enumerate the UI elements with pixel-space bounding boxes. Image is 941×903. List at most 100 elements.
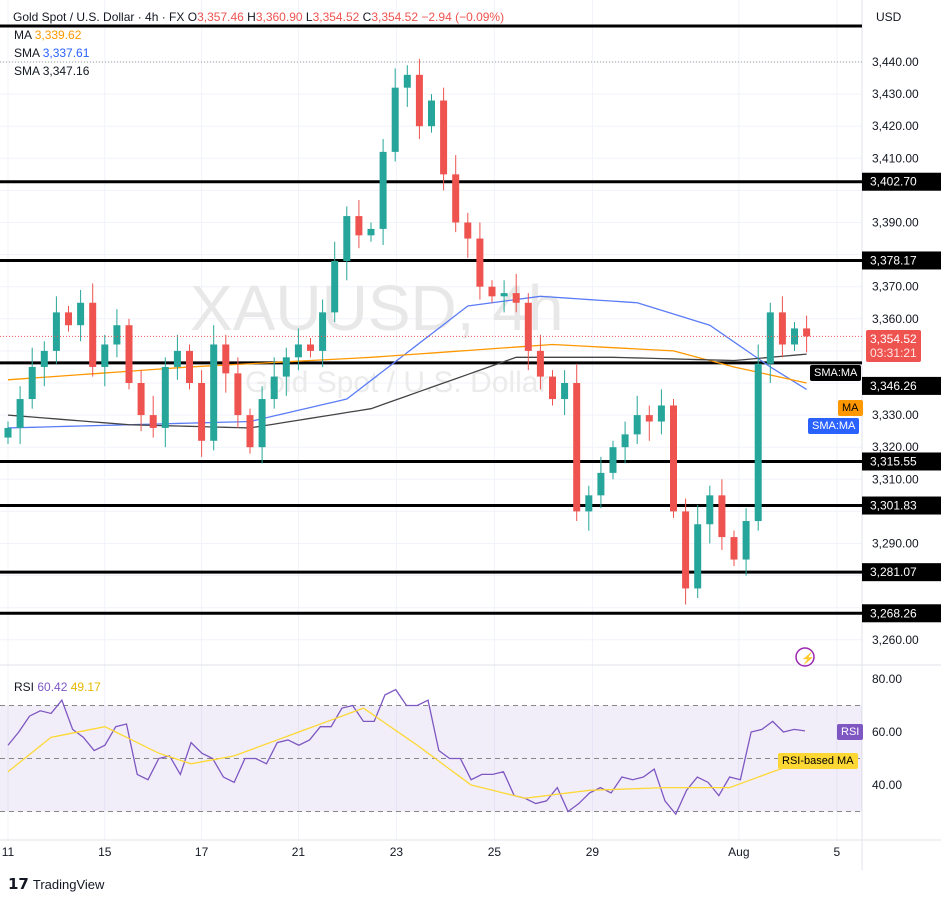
- candle-down: [573, 383, 581, 512]
- rsi-tick-label: 40.00: [872, 778, 902, 792]
- rsi-line: [7, 688, 806, 816]
- last-price-tag: 3,354.52 03:31:21: [866, 330, 921, 362]
- candle-up: [294, 344, 302, 358]
- high-value: 3,360.90: [255, 10, 303, 24]
- candle-down: [682, 511, 690, 589]
- date-tick-label: 21: [292, 845, 306, 859]
- rsi-legend[interactable]: RSI 60.42 49.17: [14, 680, 101, 694]
- candle-down: [246, 415, 254, 448]
- level-label: 3,346.26: [870, 379, 917, 393]
- candle-up: [706, 495, 714, 525]
- tradingview-logo[interactable]: 𝟭𝟳 TradingView: [8, 875, 104, 893]
- open-value: 3,357.46: [197, 10, 244, 24]
- candle-up: [77, 302, 85, 326]
- price-tick-label: 3,370.00: [872, 280, 919, 294]
- brand-name: TradingView: [32, 876, 105, 892]
- rsi-name: RSI: [14, 680, 35, 694]
- candle-down: [488, 286, 496, 297]
- candle-up: [428, 100, 435, 127]
- currency-label[interactable]: USD: [876, 10, 902, 24]
- rsi-tick-label: 80.00: [872, 672, 902, 686]
- candle-down: [803, 328, 811, 337]
- level-label-bg: [862, 376, 941, 395]
- candle-up: [16, 399, 24, 428]
- rsi-band: [0, 705, 862, 812]
- watermark-ticker: XAUUSD, 4h: [190, 272, 563, 344]
- candle-up: [319, 312, 327, 351]
- candle-up: [210, 344, 218, 441]
- candle-down: [307, 344, 314, 351]
- sma-ma-tag: SMA:MA: [810, 365, 862, 381]
- date-tick-label: 29: [586, 845, 600, 859]
- change-value: −2.94 (−0.09%): [421, 10, 505, 24]
- candle-up: [52, 312, 60, 351]
- level-label: 3,281.07: [870, 565, 917, 579]
- price-tick-label: 3,290.00: [872, 537, 919, 551]
- level-label-bg: [862, 563, 941, 582]
- sma-ma-blue-tag: SMA:MA: [808, 418, 860, 434]
- symbol-title: Gold Spot / U.S. Dollar · 4h · FX: [13, 10, 185, 24]
- alert-bolt-icon: [795, 647, 815, 667]
- symbol-header: Gold Spot / U.S. Dollar · 4h · FX O3,357…: [13, 10, 504, 24]
- candle-down: [89, 302, 97, 367]
- date-tick-label: 25: [488, 845, 502, 859]
- date-tick-label: 23: [390, 845, 404, 859]
- candle-down: [65, 312, 72, 326]
- indicator-name: MA: [14, 28, 32, 42]
- candle-up: [609, 447, 617, 473]
- indicator-name: SMA: [14, 64, 40, 78]
- price-tick-label: 3,420.00: [872, 119, 919, 133]
- level-label: 3,402.70: [870, 175, 917, 189]
- candle-up: [367, 228, 375, 236]
- date-tick-label: 15: [98, 845, 112, 859]
- candle-up: [343, 216, 351, 262]
- candle-down: [415, 74, 423, 127]
- level-label: 3,315.55: [870, 454, 917, 468]
- level-label: 3,378.17: [870, 253, 917, 267]
- candle-up: [161, 366, 169, 428]
- rsi-ma-tag: RSI-based MA: [778, 753, 858, 769]
- indicator-value: 3,347.16: [42, 64, 90, 78]
- candle-down: [125, 325, 133, 383]
- candle-down: [149, 415, 157, 428]
- candle-down: [440, 100, 448, 175]
- candle-up: [597, 472, 605, 496]
- candle-up: [766, 312, 774, 364]
- candle-up: [694, 524, 702, 589]
- candle-down: [512, 293, 520, 303]
- price-tick-label: 3,310.00: [872, 472, 919, 486]
- candle-down: [718, 495, 726, 538]
- candle-up: [270, 376, 278, 400]
- level-label: 3,268.26: [870, 606, 917, 620]
- candle-up: [561, 383, 569, 400]
- rsi-tick-label: 60.00: [872, 725, 902, 739]
- candle-up: [657, 405, 665, 422]
- candle-down: [476, 238, 484, 287]
- chart-canvas[interactable]: XAUUSD, 4h Gold Spot / U.S. Dollar 3,440.0…: [0, 0, 941, 870]
- candle-up: [585, 495, 593, 512]
- date-tick-label: 5: [834, 845, 841, 859]
- rsi-ma-line: [7, 707, 806, 799]
- level-label-bg: [862, 172, 941, 191]
- candle-up: [633, 415, 641, 435]
- indicator-sma-fast[interactable]: SMA 3,337.61: [14, 46, 89, 60]
- high-label: H: [247, 10, 256, 24]
- price-tick-label: 3,410.00: [872, 151, 919, 165]
- price-tick-label: 3,320.00: [872, 440, 919, 454]
- low-value: 3,354.52: [312, 10, 360, 24]
- price-tick-label: 3,260.00: [872, 633, 919, 647]
- price-tick-label: 3,430.00: [872, 87, 919, 101]
- open-label: O: [187, 10, 198, 24]
- date-tick-label: 17: [195, 845, 209, 859]
- close-label: C: [362, 10, 372, 24]
- level-label-bg: [862, 604, 941, 623]
- indicator-ma[interactable]: MA 3,339.62: [14, 28, 81, 42]
- close-value: 3,354.52: [371, 10, 419, 24]
- candle-down: [222, 344, 230, 374]
- candle-up: [379, 151, 387, 229]
- indicator-sma-slow[interactable]: SMA 3,347.16: [14, 64, 89, 78]
- rsi-ma-value: 49.17: [70, 680, 101, 694]
- indicator-name: SMA: [14, 46, 40, 60]
- candle-up: [282, 357, 290, 377]
- candle-up: [621, 434, 629, 448]
